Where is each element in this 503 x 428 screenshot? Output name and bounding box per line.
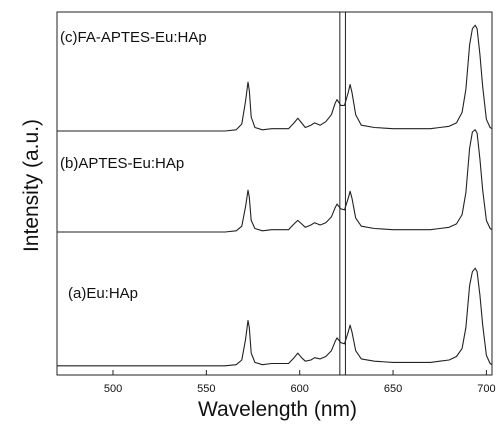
x-tick-label: 550 — [197, 383, 215, 395]
series-labels: (a)Eu:HAp (b)APTES-Eu:HAp (c)FA-APTES-Eu:H… — [60, 29, 207, 302]
reference-lines — [339, 12, 346, 375]
series-label-a: (a)Eu:HAp — [68, 285, 138, 302]
x-axis-ticks: 500 550 600 650 700 — [104, 370, 496, 395]
x-tick-label: 600 — [291, 383, 309, 395]
series-line-c — [57, 24, 493, 132]
spectrum-series-group — [57, 24, 493, 367]
series-label-c: (c)FA-APTES-Eu:HAp — [60, 29, 207, 46]
x-tick-label: 500 — [104, 383, 122, 395]
series-line-a — [57, 267, 493, 367]
x-axis-title: Wavelength (nm) — [198, 398, 357, 421]
x-tick-label: 650 — [384, 383, 402, 395]
series-line-b — [57, 129, 493, 233]
series-label-b: (b)APTES-Eu:HAp — [60, 155, 184, 172]
plot-frame — [56, 11, 493, 376]
y-axis-title: Intensity (a.u.) — [20, 119, 43, 252]
x-tick-label: 700 — [477, 383, 495, 395]
